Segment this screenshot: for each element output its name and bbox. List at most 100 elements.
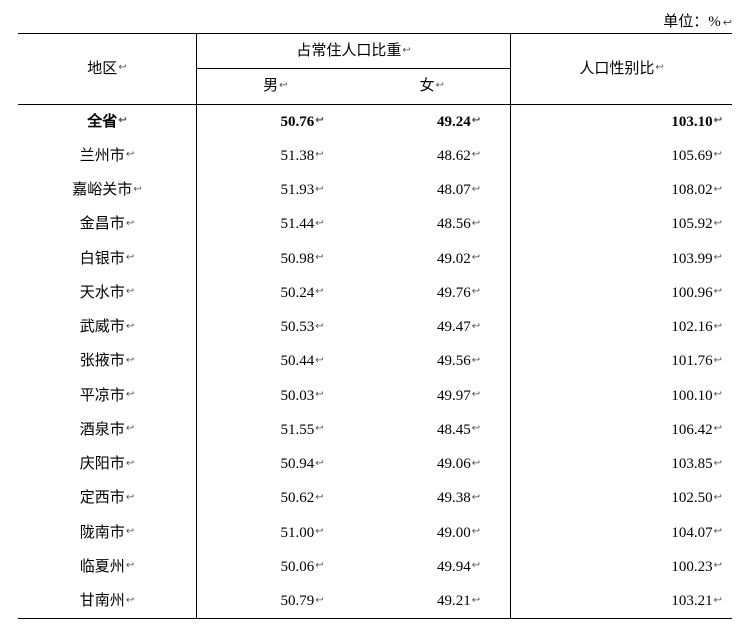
- cell-ratio: 103.85↩: [511, 447, 732, 481]
- cell-male: 50.03↩: [197, 379, 354, 413]
- cell-marker-icon: ↩: [472, 218, 480, 229]
- cell-female: 49.97↩: [354, 379, 511, 413]
- cell-marker-icon: ↩: [126, 560, 134, 571]
- cell-male: 51.93↩: [197, 173, 354, 207]
- cell-marker-icon: ↩: [126, 389, 134, 400]
- cell-marker-icon: ↩: [126, 286, 134, 297]
- table-row: 武威市↩50.53↩49.47↩102.16↩: [18, 310, 732, 344]
- table-row: 庆阳市↩50.94↩49.06↩103.85↩: [18, 447, 732, 481]
- cell-marker-icon: ↩: [315, 560, 323, 571]
- cell-marker-icon: ↩: [315, 218, 323, 229]
- cell-female: 49.56↩: [354, 344, 511, 378]
- cell-marker-icon: ↩: [126, 149, 134, 160]
- cell-marker-icon: ↩: [126, 252, 134, 263]
- cell-male: 50.98↩: [197, 242, 354, 276]
- cell-marker-icon: ↩: [126, 423, 134, 434]
- cell-male: 51.55↩: [197, 413, 354, 447]
- cell-marker-icon: ↩: [714, 286, 722, 297]
- header-male: 男↩: [197, 69, 354, 104]
- cell-marker-icon: ↩: [714, 389, 722, 400]
- cell-ratio: 101.76↩: [511, 344, 732, 378]
- cell-male: 51.00↩: [197, 516, 354, 550]
- paragraph-marker-icon: ↩: [723, 17, 732, 29]
- cell-marker-icon: ↩: [472, 458, 480, 469]
- table-row: 白银市↩50.98↩49.02↩103.99↩: [18, 242, 732, 276]
- cell-marker-icon: ↩: [126, 492, 134, 503]
- cell-ratio: 103.21↩: [511, 584, 732, 619]
- cell-female: 48.56↩: [354, 207, 511, 241]
- cell-marker-icon: ↩: [472, 389, 480, 400]
- cell-ratio: 102.16↩: [511, 310, 732, 344]
- cell-region: 庆阳市↩: [18, 447, 197, 481]
- header-ratio: 人口性别比↩: [511, 34, 732, 105]
- cell-region: 平凉市↩: [18, 379, 197, 413]
- cell-marker-icon: ↩: [714, 492, 722, 503]
- unit-text: 单位：%: [663, 14, 721, 30]
- cell-region: 武威市↩: [18, 310, 197, 344]
- table-row: 临夏州↩50.06↩49.94↩100.23↩: [18, 550, 732, 584]
- cell-female: 49.00↩: [354, 516, 511, 550]
- cell-male: 50.79↩: [197, 584, 354, 619]
- cell-marker-icon: ↩: [714, 595, 722, 606]
- cell-marker-icon: ↩: [315, 149, 323, 160]
- cell-ratio: 100.23↩: [511, 550, 732, 584]
- cell-male: 51.38↩: [197, 139, 354, 173]
- cell-region: 兰州市↩: [18, 139, 197, 173]
- cell-marker-icon: ↩: [315, 526, 323, 537]
- cell-marker-icon: ↩: [118, 62, 126, 73]
- cell-marker-icon: ↩: [472, 560, 480, 571]
- cell-marker-icon: ↩: [126, 526, 134, 537]
- table-body: 全省↩50.76↩49.24↩103.10↩兰州市↩51.38↩48.62↩10…: [18, 104, 732, 619]
- cell-marker-icon: ↩: [472, 526, 480, 537]
- unit-label: 单位：%↩: [18, 10, 732, 31]
- table-row: 全省↩50.76↩49.24↩103.10↩: [18, 104, 732, 139]
- cell-region: 临夏州↩: [18, 550, 197, 584]
- cell-female: 49.02↩: [354, 242, 511, 276]
- cell-marker-icon: ↩: [714, 321, 722, 332]
- cell-female: 49.76↩: [354, 276, 511, 310]
- cell-marker-icon: ↩: [655, 62, 663, 73]
- cell-male: 50.06↩: [197, 550, 354, 584]
- table-row: 酒泉市↩51.55↩48.45↩106.42↩: [18, 413, 732, 447]
- cell-marker-icon: ↩: [315, 286, 323, 297]
- cell-region: 张掖市↩: [18, 344, 197, 378]
- cell-marker-icon: ↩: [118, 115, 126, 126]
- cell-marker-icon: ↩: [714, 355, 722, 366]
- cell-male: 50.62↩: [197, 481, 354, 515]
- cell-marker-icon: ↩: [714, 149, 722, 160]
- cell-marker-icon: ↩: [714, 560, 722, 571]
- cell-ratio: 100.10↩: [511, 379, 732, 413]
- cell-female: 49.47↩: [354, 310, 511, 344]
- cell-marker-icon: ↩: [315, 492, 323, 503]
- cell-marker-icon: ↩: [126, 595, 134, 606]
- cell-ratio: 103.99↩: [511, 242, 732, 276]
- table-row: 陇南市↩51.00↩49.00↩104.07↩: [18, 516, 732, 550]
- cell-male: 50.44↩: [197, 344, 354, 378]
- cell-male: 50.24↩: [197, 276, 354, 310]
- table-row: 金昌市↩51.44↩48.56↩105.92↩: [18, 207, 732, 241]
- header-region: 地区↩: [18, 34, 197, 105]
- cell-female: 49.21↩: [354, 584, 511, 619]
- cell-marker-icon: ↩: [126, 321, 134, 332]
- cell-region: 全省↩: [18, 104, 197, 139]
- cell-marker-icon: ↩: [279, 80, 287, 91]
- population-ratio-table: 地区↩ 占常住人口比重↩ 人口性别比↩ 男↩ 女↩ 全省↩50.76↩49.24…: [18, 33, 732, 619]
- cell-marker-icon: ↩: [714, 526, 722, 537]
- cell-male: 50.53↩: [197, 310, 354, 344]
- cell-ratio: 102.50↩: [511, 481, 732, 515]
- cell-region: 金昌市↩: [18, 207, 197, 241]
- cell-ratio: 108.02↩: [511, 173, 732, 207]
- cell-female: 49.38↩: [354, 481, 511, 515]
- table-row: 甘南州↩50.79↩49.21↩103.21↩: [18, 584, 732, 619]
- cell-marker-icon: ↩: [714, 218, 722, 229]
- cell-ratio: 105.69↩: [511, 139, 732, 173]
- cell-marker-icon: ↩: [472, 149, 480, 160]
- cell-marker-icon: ↩: [714, 184, 722, 195]
- table-row: 天水市↩50.24↩49.76↩100.96↩: [18, 276, 732, 310]
- cell-marker-icon: ↩: [402, 45, 410, 56]
- cell-marker-icon: ↩: [472, 184, 480, 195]
- cell-marker-icon: ↩: [472, 286, 480, 297]
- table-row: 嘉峪关市↩51.93↩48.07↩108.02↩: [18, 173, 732, 207]
- table-row: 兰州市↩51.38↩48.62↩105.69↩: [18, 139, 732, 173]
- cell-region: 陇南市↩: [18, 516, 197, 550]
